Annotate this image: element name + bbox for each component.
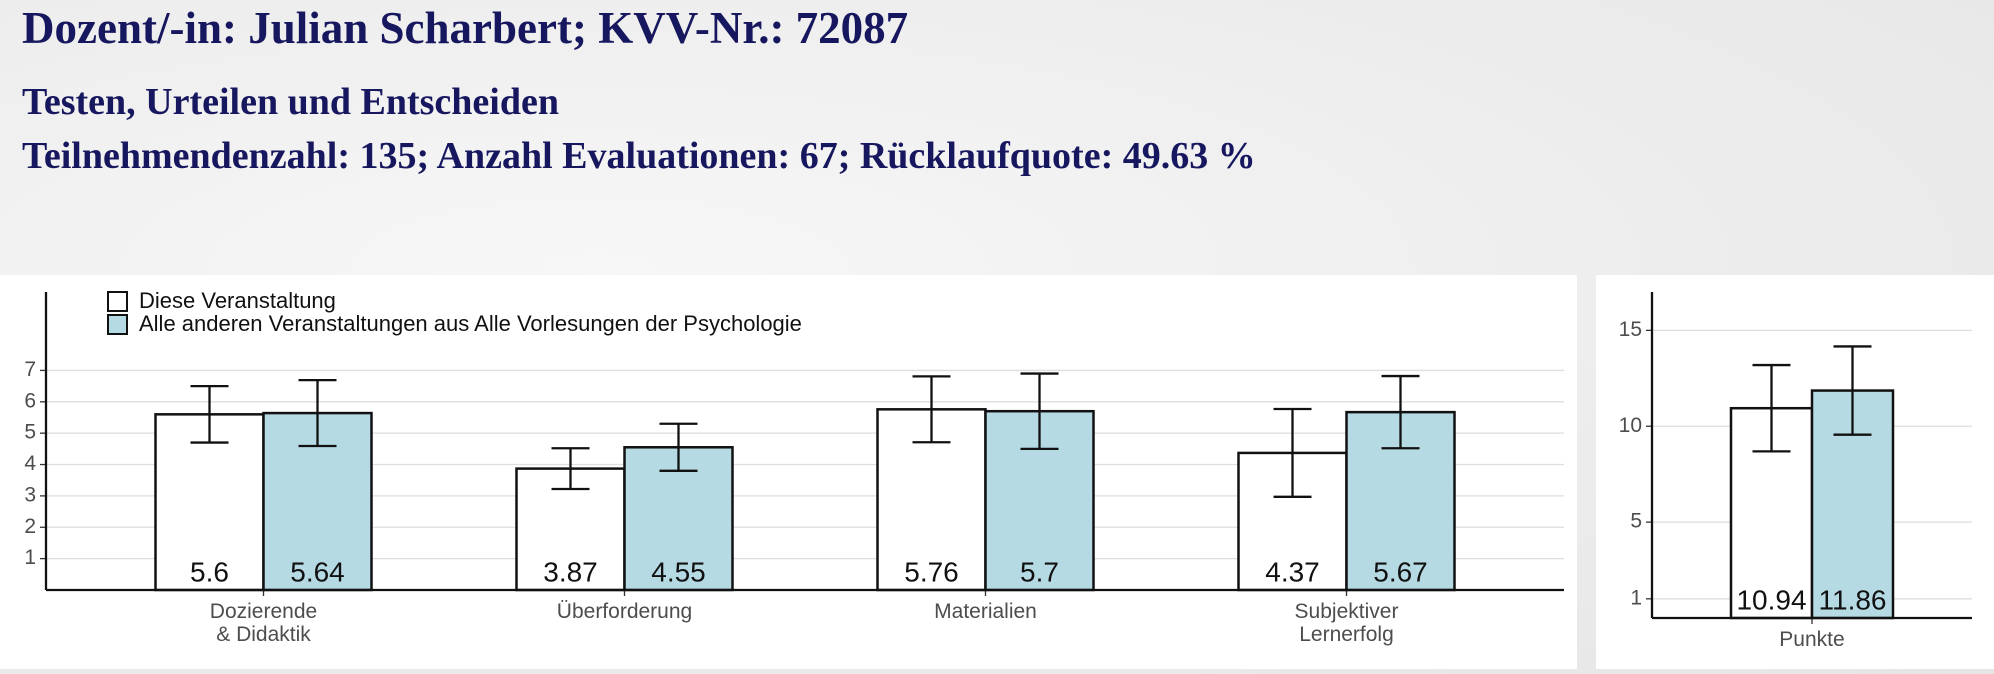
value-label: 4.37 — [1265, 556, 1320, 587]
y-tick-label: 3 — [24, 483, 36, 506]
y-tick-label: 4 — [24, 452, 36, 475]
x-tick-label: Überforderung — [556, 600, 693, 623]
y-tick-label: 5 — [1630, 510, 1642, 533]
x-tick-label: Materialien — [934, 600, 1037, 623]
y-tick-label: 6 — [24, 389, 36, 412]
value-label: 5.64 — [290, 556, 345, 587]
value-label: 5.7 — [1020, 556, 1059, 587]
legend-label: Alle anderen Veranstaltungen aus Alle Vo… — [139, 311, 802, 336]
x-tick-label: Subjektiver Lernerfolg — [1294, 600, 1399, 646]
legend-swatch — [107, 291, 128, 312]
value-label: 11.86 — [1819, 584, 1887, 615]
value-label: 3.87 — [543, 556, 598, 587]
legend-label: Diese Veranstaltung — [139, 288, 336, 313]
y-tick-label: 1 — [1630, 586, 1642, 609]
y-tick-label: 2 — [24, 515, 36, 538]
y-tick-label: 10 — [1619, 414, 1642, 437]
legend-swatch — [107, 314, 128, 335]
value-label: 10.94 — [1736, 584, 1806, 615]
y-tick-label: 5 — [24, 421, 36, 444]
y-tick-label: 15 — [1619, 318, 1642, 341]
x-tick-label: Dozierende & Didaktik — [209, 600, 318, 646]
stats-line: Teilnehmendenzahl: 135; Anzahl Evaluatio… — [22, 135, 1256, 177]
course-title: Testen, Urteilen und Entscheiden — [22, 81, 559, 123]
x-tick-label: Punkte — [1779, 628, 1845, 651]
value-label: 5.76 — [904, 556, 959, 587]
value-label: 5.67 — [1373, 556, 1428, 587]
y-tick-label: 7 — [24, 358, 36, 381]
value-label: 4.55 — [651, 556, 706, 587]
y-tick-label: 1 — [24, 546, 36, 569]
page-title: Dozent/-in: Julian Scharbert; KVV-Nr.: 7… — [22, 3, 909, 53]
value-label: 5.6 — [190, 556, 229, 587]
